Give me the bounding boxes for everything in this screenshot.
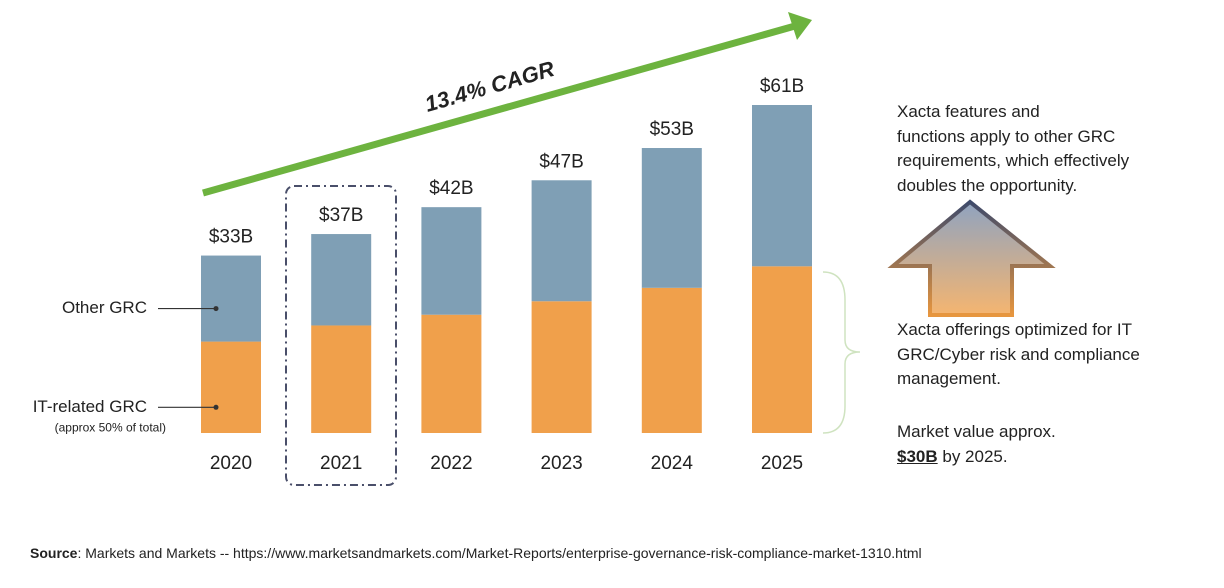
x-tick-label: 2021: [320, 453, 362, 474]
x-tick-label: 2023: [540, 453, 582, 474]
market-amount: $30B: [897, 447, 938, 466]
market-value: $30B by 2025.: [897, 445, 1008, 470]
x-tick-label: 2024: [651, 453, 694, 474]
market-suffix: by 2025.: [942, 447, 1008, 466]
cagr-arrow: [202, 22, 796, 197]
bar-segment: [421, 314, 482, 433]
cagr-label: 13.4% CAGR: [422, 56, 557, 117]
total-label: $42B: [429, 178, 473, 199]
legend-dot: [213, 306, 219, 312]
total-label: $33B: [209, 227, 253, 248]
total-label: $53B: [650, 119, 694, 140]
bar-segment: [311, 325, 372, 433]
legend-note: (approx 50% of total): [55, 420, 166, 434]
source-text: : Markets and Markets -- https://www.mar…: [77, 545, 922, 561]
bar-segment: [752, 105, 812, 267]
text-line: management.: [897, 369, 1001, 388]
lower-text: Xacta offerings optimized for IT GRC/Cybe…: [897, 318, 1140, 392]
x-tick-label: 2022: [430, 453, 472, 474]
text-line: Xacta offerings optimized for IT: [897, 320, 1132, 339]
bar-segment: [201, 341, 261, 433]
highlight-box: [285, 185, 397, 486]
total-label: $37B: [319, 205, 363, 226]
source-label: Source: [30, 545, 78, 561]
bar-segment: [421, 207, 482, 315]
bar-segment: [531, 301, 592, 433]
market-line: Market value approx.: [897, 422, 1056, 441]
up-arrow: [887, 199, 1056, 317]
legend-label: IT-related GRC: [33, 397, 147, 416]
bar-segment: [641, 148, 702, 288]
bar-segment: [641, 287, 702, 433]
total-label: $61B: [760, 76, 804, 97]
bar-segment: [752, 266, 812, 433]
total-label: $47B: [539, 151, 583, 172]
bar-segment: [531, 180, 592, 302]
legend-dot: [213, 404, 219, 410]
source: Source: Markets and Markets -- https://w…: [30, 541, 922, 566]
text-line: requirements, which effectively: [897, 151, 1130, 170]
bar-segment: [201, 255, 261, 342]
legend-label: Other GRC: [62, 298, 147, 317]
brace: [822, 271, 861, 434]
text-line: doubles the opportunity.: [897, 175, 1078, 195]
upper-text: Xacta features and functions apply to oth…: [897, 100, 1129, 198]
cagr-arrow-head: [788, 12, 812, 40]
x-tick-label: 2020: [210, 453, 252, 474]
x-tick-label: 2025: [761, 453, 803, 474]
bar-segment: [311, 234, 372, 326]
text-line: functions apply to other GRC: [897, 126, 1116, 146]
text-line: GRC/Cyber risk and compliance: [897, 344, 1140, 364]
text-line: Xacta features and: [897, 102, 1040, 121]
